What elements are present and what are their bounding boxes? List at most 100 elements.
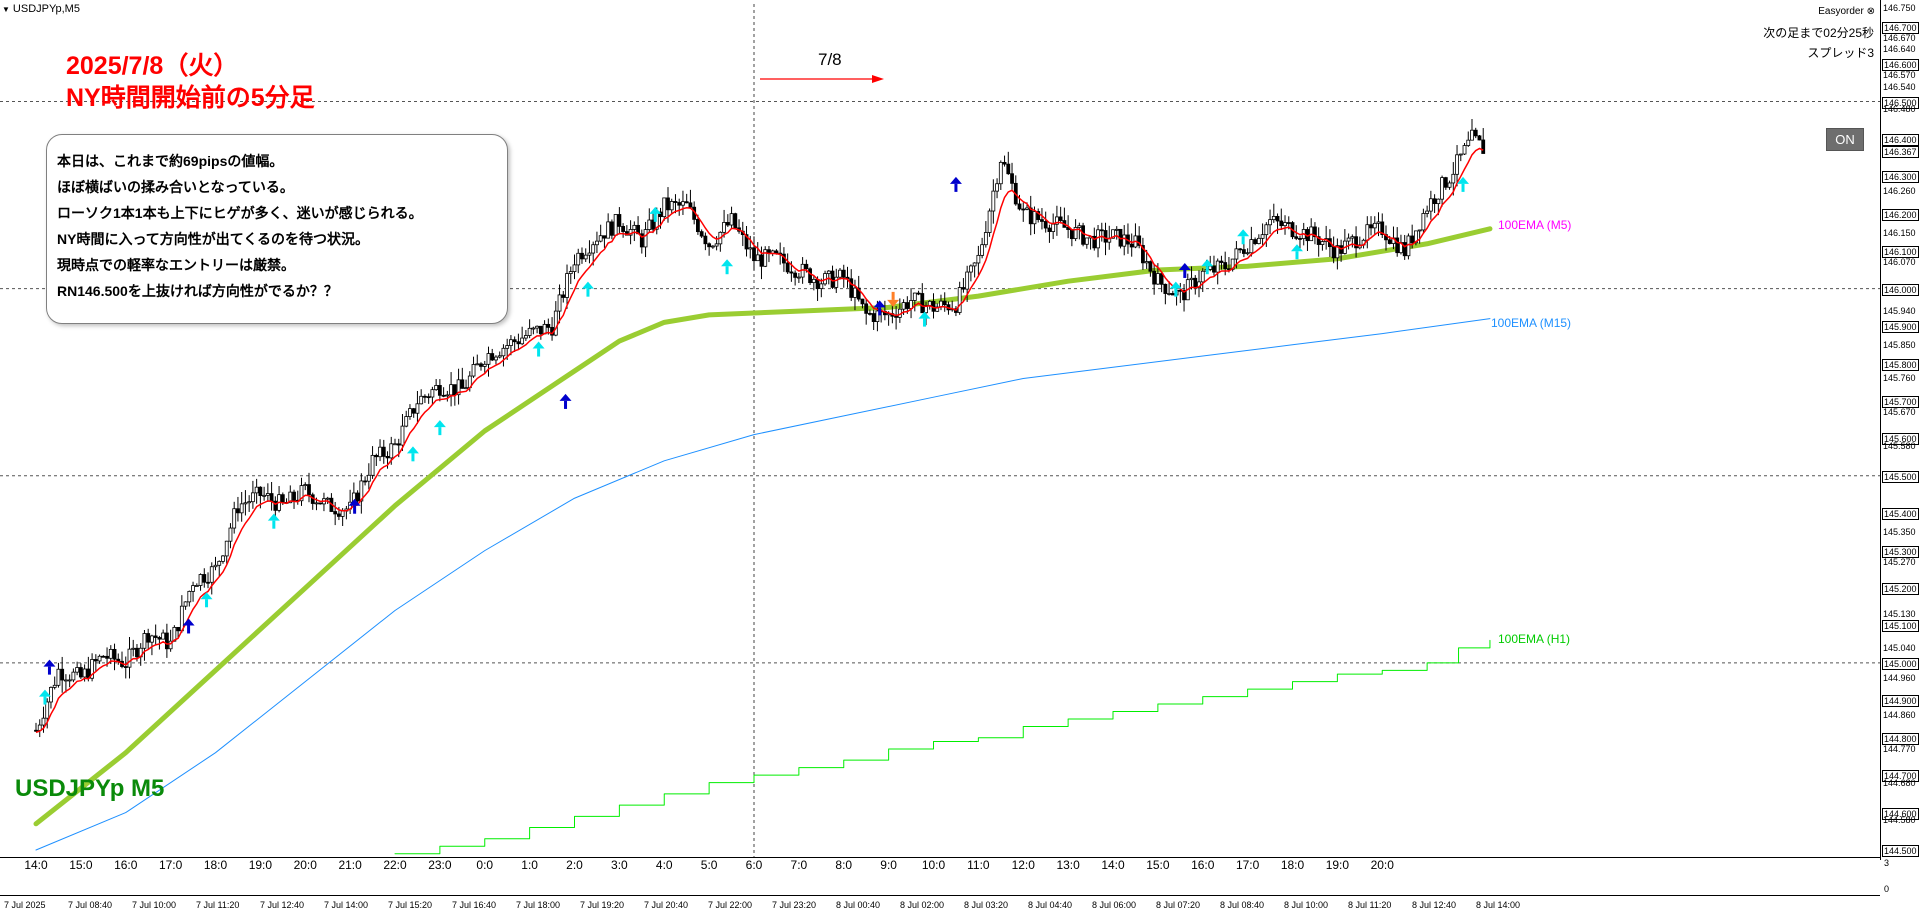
candle-body [393, 443, 397, 446]
cyan-signal-arrow-up-icon [200, 592, 213, 608]
candle-body [381, 446, 386, 457]
candle-body [430, 389, 435, 398]
candle-body [303, 484, 308, 487]
candle-body [490, 353, 495, 361]
candle-body [1084, 237, 1089, 245]
time-axis-label: 8 Jul 04:40 [1028, 900, 1073, 910]
cyan-signal-arrow-up-icon [532, 341, 545, 357]
candle-body [475, 363, 480, 366]
candle-body [49, 686, 53, 703]
candle-body [808, 268, 812, 284]
easyorder-label[interactable]: Easyorder ⊗ [1818, 6, 1875, 17]
hour-label: 3:0 [611, 858, 628, 872]
candle-body [217, 560, 222, 566]
candle-body [1099, 229, 1104, 232]
candle-body [553, 310, 558, 336]
candle-body [860, 298, 865, 305]
hour-label: 19:0 [1325, 858, 1350, 872]
price-axis-label: 146.150 [1883, 227, 1916, 238]
time-axis-label: 7 Jul 14:00 [324, 900, 369, 910]
time-axis-label: 7 Jul 10:00 [132, 900, 177, 910]
candle-body [1245, 252, 1250, 255]
price-axis-label: 145.270 [1883, 556, 1916, 567]
chart-title[interactable]: ▼ USDJPYp,M5 [2, 2, 80, 16]
candle-body [146, 633, 151, 643]
candle-body [486, 353, 491, 365]
candle-body [1316, 236, 1321, 245]
candle-body [452, 384, 457, 396]
candle-body [1402, 242, 1407, 257]
candle-body [153, 635, 158, 638]
candle-body [1279, 220, 1284, 227]
signal-arrows [38, 176, 1470, 705]
hour-label: 16:0 [1191, 858, 1215, 872]
candle-body [34, 729, 38, 732]
candle-body [1380, 221, 1385, 236]
candle-body [1043, 221, 1048, 229]
candle-body [82, 668, 87, 678]
on-toggle-button[interactable]: ON [1826, 128, 1864, 151]
candle-body [299, 485, 304, 502]
candle-body [752, 247, 756, 262]
price-axis-label: 145.670 [1883, 407, 1916, 418]
candle-body [187, 590, 192, 603]
candle-body [198, 574, 203, 586]
candle-body [1028, 207, 1033, 225]
candle-body [696, 218, 700, 233]
time-axis-label: 8 Jul 03:20 [964, 900, 1009, 910]
triangle-down-icon[interactable]: ▼ [2, 4, 10, 14]
date-arrow-head [872, 75, 884, 83]
hour-label: 8:0 [835, 858, 853, 872]
candle-body [112, 648, 117, 660]
price-axis-label: 145.600 [1882, 433, 1919, 446]
candle-body [179, 605, 184, 632]
candle-body [161, 632, 166, 640]
price-axis-label: 144.960 [1883, 672, 1916, 683]
price-axis-label: 144.800 [1882, 732, 1919, 745]
annotation-note-box: 本日は、これまで約69pipsの値幅。 ほぼ横ばいの揉み合いとなっている。 ロー… [46, 134, 508, 324]
candle-body [1369, 224, 1373, 229]
price-axis[interactable]: 146.750 146.700 146.670 146.640 146.600 146.5… [1880, 0, 1920, 860]
candle-body [479, 363, 483, 367]
candle-body [1069, 229, 1074, 240]
close-circle-icon[interactable]: ⊗ [1866, 6, 1875, 17]
signal-line [35, 147, 1484, 734]
hour-label: 22:0 [383, 858, 407, 872]
candle-body [1268, 219, 1272, 226]
candle-body [1144, 261, 1149, 264]
candle-body [385, 456, 390, 459]
candle-body [202, 574, 207, 583]
price-axis-label: 146.070 [1883, 257, 1916, 268]
candle-body [445, 394, 450, 397]
time-axis-label: 8 Jul 10:00 [1284, 900, 1329, 910]
candle-body [1294, 236, 1299, 239]
candle-body [378, 446, 382, 458]
candle-body [262, 494, 267, 497]
candle-body [722, 222, 726, 233]
candle-body [595, 240, 599, 246]
time-axis-label: 8 Jul 06:00 [1092, 900, 1137, 910]
ema-m5-line [33, 226, 1493, 827]
candle-body [609, 221, 614, 236]
price-axis-label: 146.100 [1882, 246, 1919, 259]
candle-body [176, 626, 181, 632]
note-line: RN146.500を上抜ければ方向性がでるか？？ [57, 283, 338, 299]
hour-label: 19:0 [248, 858, 273, 872]
spread-readout: スプレッド3 [1807, 46, 1874, 60]
candle-body [826, 270, 831, 274]
price-axis-label: 145.900 [1882, 321, 1919, 334]
candle-body [531, 327, 536, 330]
price-axis-label: 144.700 [1882, 770, 1919, 783]
candle-body [658, 211, 663, 218]
time-axis-label: 8 Jul 11:20 [1348, 900, 1392, 910]
price-axis-label: 146.700 [1882, 21, 1919, 34]
candle-body [535, 325, 540, 329]
cyan-signal-arrow-up-icon [1237, 229, 1250, 245]
candle-body [157, 637, 162, 640]
time-axis-label: 7 Jul 12:40 [260, 900, 305, 910]
time-axis[interactable]: 7 Jul 2025 7 Jul 08:40 7 Jul 10:00 7 Jul 11… [0, 895, 1880, 920]
candle-body [819, 283, 824, 290]
candle-body [93, 659, 98, 662]
indicator-subwindow [0, 857, 1880, 896]
